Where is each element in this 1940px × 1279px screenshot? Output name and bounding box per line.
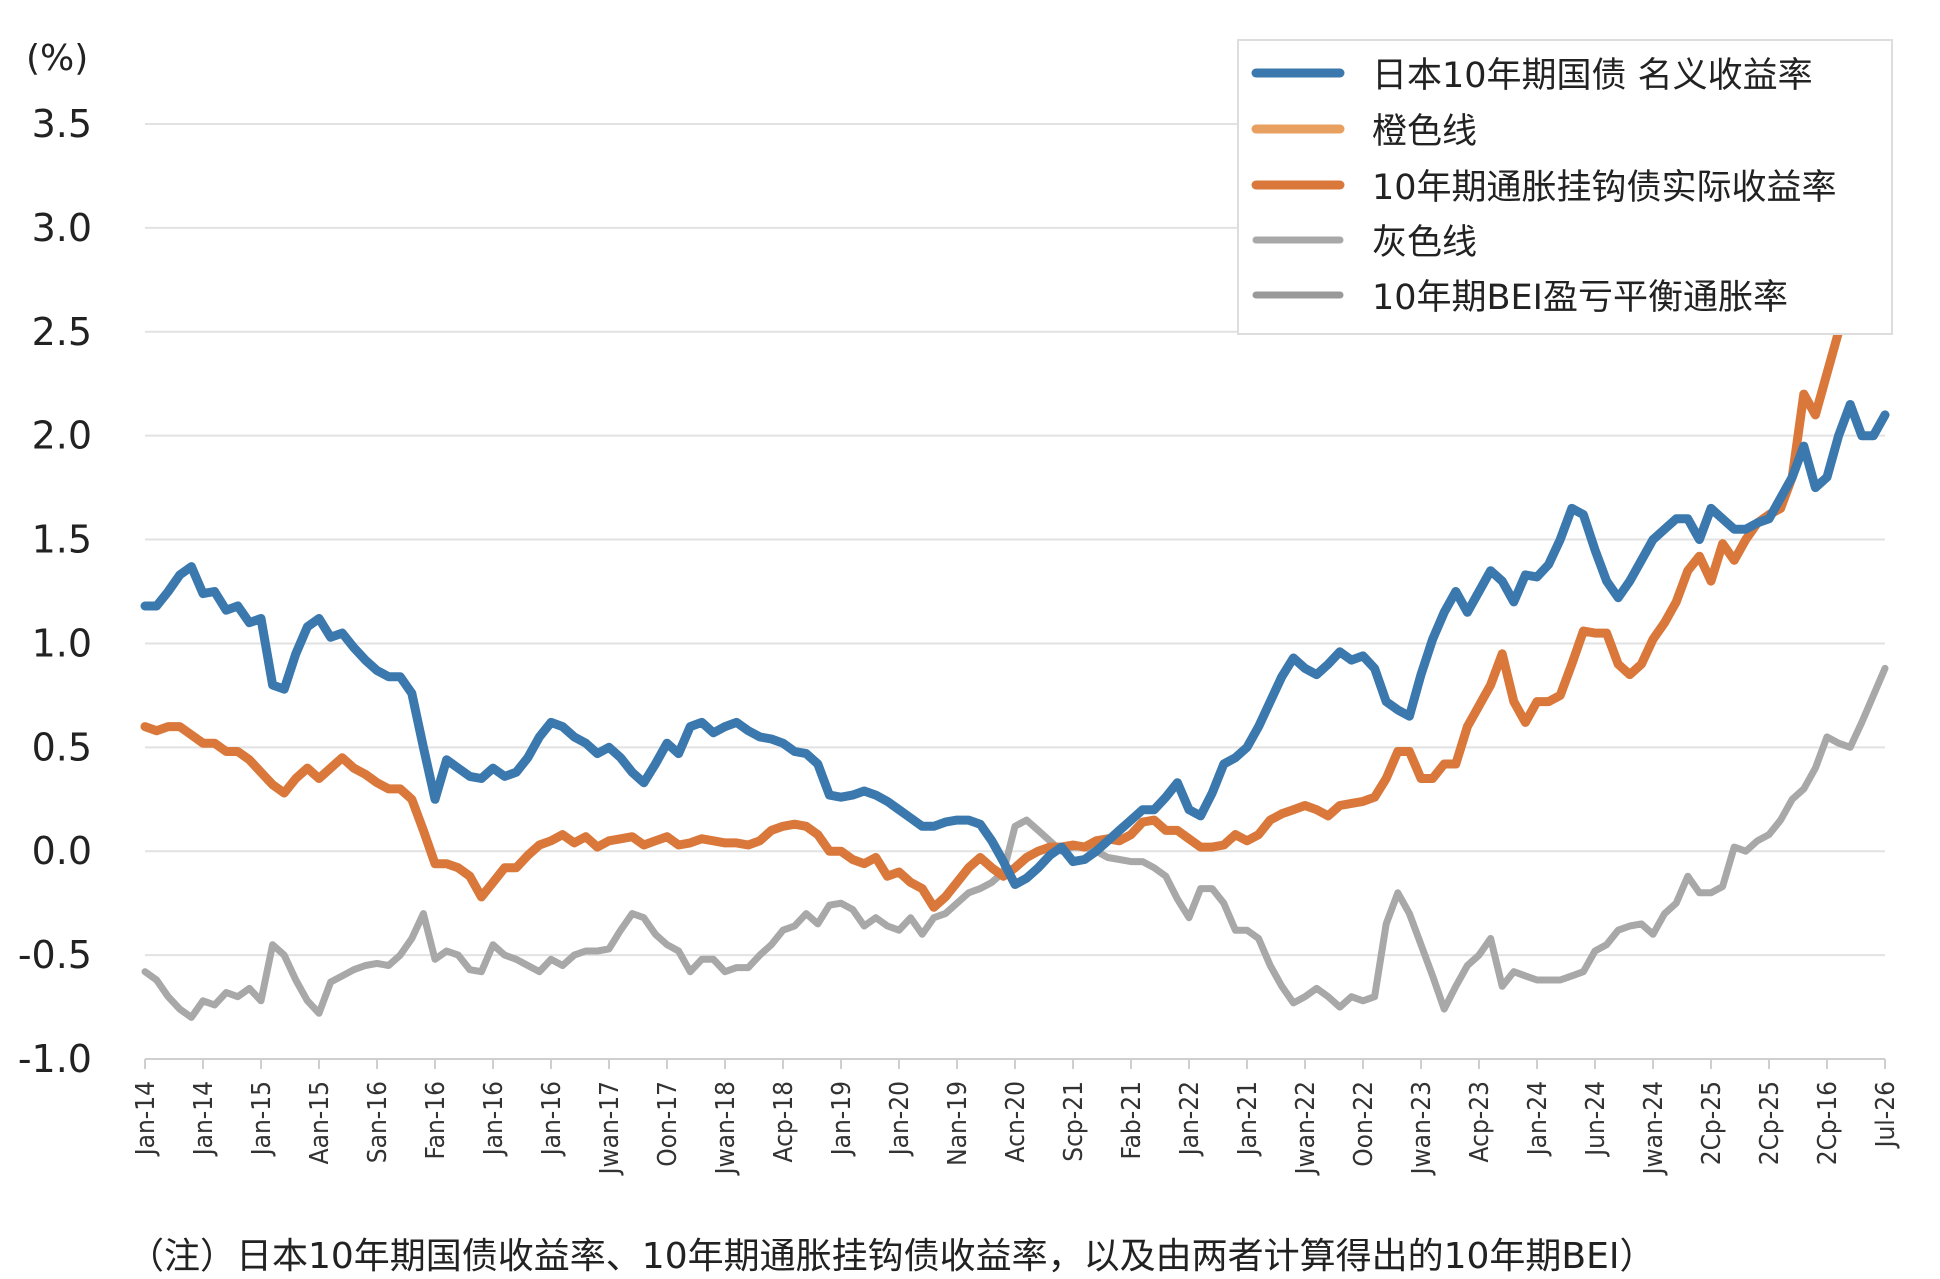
x-tick-label: Jan-15 [247,1081,277,1157]
x-tick-label: 2Cp-25 [1755,1081,1785,1165]
legend: 日本10年期国债 名义收益率 橙色线 10年期通胀挂钩债实际收益率 灰色线 10… [1237,39,1893,335]
y-axis-unit-label: (%) [26,38,88,79]
series-line-0 [140,400,1890,889]
x-tick-label: Jan-14 [131,1081,161,1157]
x-tick-label: Acn-20 [1001,1081,1031,1162]
x-tick-label: Jwan-17 [595,1081,625,1176]
y-tick-label: 3.5 [32,102,92,146]
x-tick-label: Jan-14 [189,1081,219,1157]
x-tick-label: Oon-22 [1349,1081,1379,1167]
x-tick-label: Aan-15 [305,1081,335,1164]
x-tick-label: Acp-18 [769,1081,799,1162]
x-tick-label: San-16 [363,1081,393,1163]
y-tick-label: 1.0 [32,621,92,665]
x-tick-label: Jan-21 [1233,1081,1263,1157]
x-tick-label: Jul-26 [1871,1081,1901,1149]
y-tick-label: 2.0 [32,414,92,458]
x-tick-label: Jan-16 [537,1081,567,1157]
y-tick-label: 1.5 [32,518,92,562]
x-tick-label: Jan-24 [1523,1081,1553,1157]
series-line-2 [141,664,1889,1021]
x-tick-label: Scp-21 [1059,1081,1089,1162]
legend-label-real: 10年期通胀挂钩债实际收益率 [1372,168,1837,208]
y-tick-label: -1.0 [18,1037,92,1081]
y-tick-label: 0.0 [32,829,92,873]
x-tick-label: Fan-16 [421,1081,451,1159]
y-tick-label: -0.5 [18,933,92,977]
x-tick-label: Fab-21 [1117,1081,1147,1159]
x-tick-label: Jwan-22 [1291,1081,1321,1176]
legend-label-gray: 灰色线 [1372,223,1477,263]
x-axis: Jan-14 Jan-14 Jan-15 Aan-15 San-16 Fan-16 Jan-… [131,1059,1901,1176]
chart-note: （注）日本10年期国债收益率、10年期通胀挂钩债收益率，以及由两者计算得出的10… [128,1236,1656,1277]
x-tick-label: 2Cp-25 [1697,1081,1727,1165]
x-tick-label: Jun-24 [1581,1081,1611,1158]
y-axis: 3.5 3.0 2.5 2.0 1.5 1.0 0.5 0.0 -0.5 -1.0 [18,102,92,1081]
legend-label-bei: 10年期BEI盈亏平衡通胀率 [1372,278,1788,318]
y-tick-label: 0.5 [32,725,92,769]
y-tick-label: 3.0 [32,206,92,250]
x-tick-label: Jwan-23 [1407,1081,1437,1176]
x-tick-label: Jwan-18 [711,1081,741,1176]
y-tick-label: 2.5 [32,310,92,354]
x-tick-label: Jan-19 [827,1081,857,1157]
x-tick-label: Oon-17 [653,1081,683,1167]
x-tick-label: Nan-19 [943,1081,973,1166]
legend-box [1237,39,1893,335]
x-tick-label: 2Cp-16 [1813,1081,1843,1165]
x-tick-label: Acp-23 [1465,1081,1495,1162]
x-tick-label: Jan-16 [479,1081,509,1157]
x-tick-label: Jan-20 [885,1081,915,1157]
x-tick-label: Jwan-24 [1639,1081,1669,1176]
legend-label-orange: 橙色线 [1372,112,1477,152]
x-tick-label: Jan-22 [1175,1081,1205,1157]
legend-label-nominal: 日本10年期国债 名义收益率 [1372,56,1813,96]
plot-area [140,240,1890,1021]
series-line-1 [140,240,1890,912]
